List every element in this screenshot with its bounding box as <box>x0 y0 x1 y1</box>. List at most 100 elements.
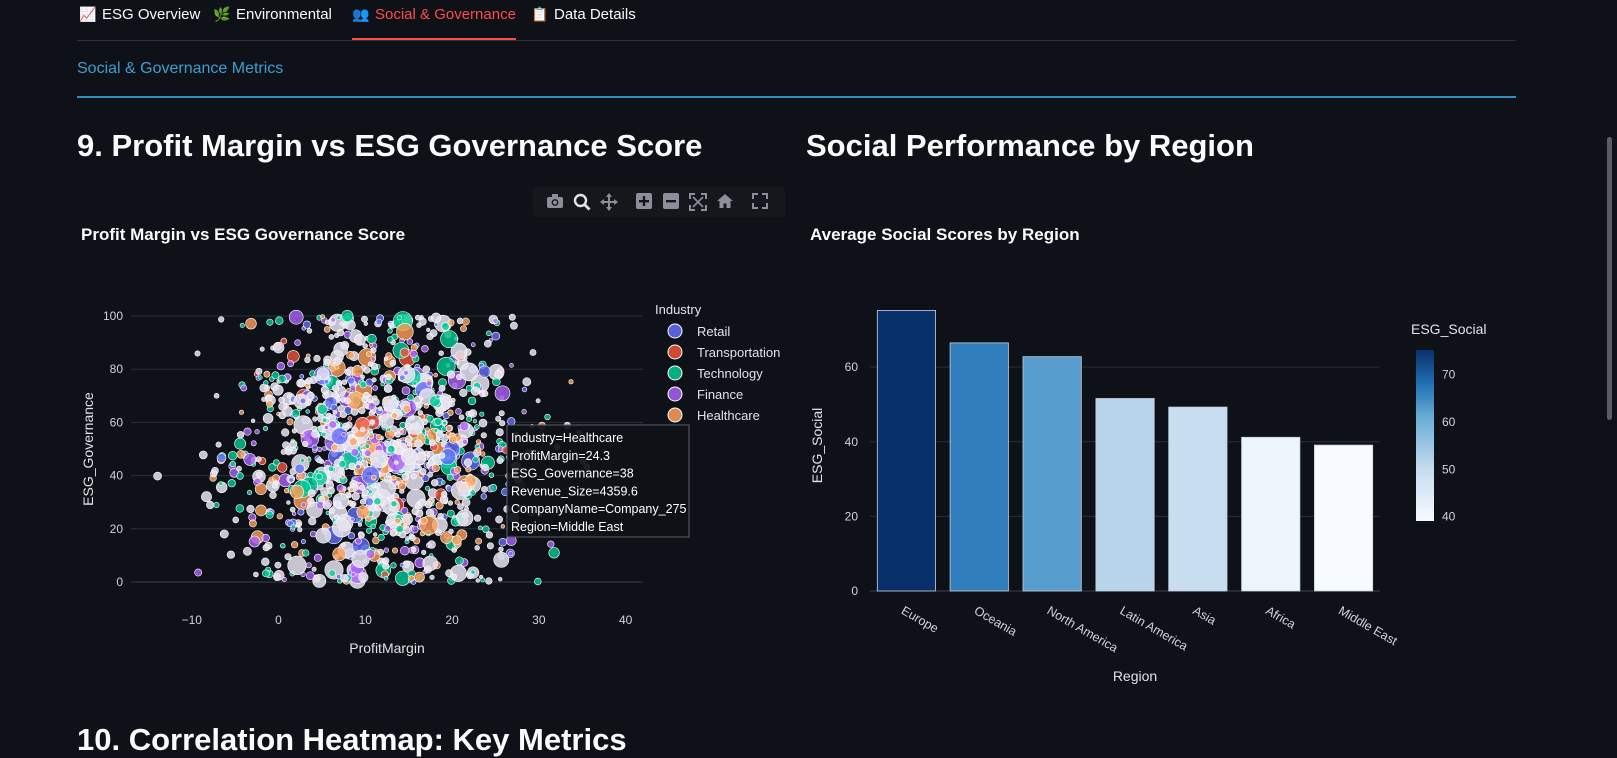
scatter-point <box>498 410 505 417</box>
chart-toolbar <box>533 187 785 217</box>
bar[interactable] <box>1241 436 1301 592</box>
scatter-point <box>394 431 401 438</box>
bar[interactable] <box>876 309 937 592</box>
colorbar-tick-label: 50 <box>1442 462 1456 476</box>
scatter-point <box>425 427 430 433</box>
scatter-point <box>459 388 468 398</box>
scatter-point <box>331 443 339 451</box>
scatter-point <box>262 569 270 578</box>
scatter-point <box>386 336 394 343</box>
scatter-point <box>455 408 462 415</box>
scatter-point <box>442 420 448 426</box>
scatter-point <box>429 574 435 580</box>
scatter-point <box>485 531 494 539</box>
scatter-point <box>383 384 393 393</box>
bar[interactable] <box>949 342 1009 592</box>
camera-icon[interactable] <box>545 193 565 211</box>
pan-icon[interactable] <box>599 193 619 211</box>
scatter-point <box>400 545 410 556</box>
tab-data-details[interactable]: 📋 Data Details <box>531 6 636 40</box>
scatter-point <box>470 342 476 348</box>
scatter-point <box>201 491 212 503</box>
bar[interactable] <box>1314 444 1374 592</box>
scatter-point <box>194 350 201 357</box>
scatter-point <box>336 484 345 492</box>
page-scrollbar[interactable] <box>1607 137 1612 420</box>
bar[interactable] <box>1022 356 1082 592</box>
scatter-point <box>496 457 504 464</box>
scatter-point <box>309 530 317 538</box>
scatter-point <box>534 577 542 586</box>
scatter-point <box>305 562 312 569</box>
scatter-point <box>508 313 516 321</box>
scatter-point <box>508 550 514 557</box>
scatter-point <box>266 318 274 326</box>
scatter-point <box>451 535 462 546</box>
scatter-point <box>383 356 389 361</box>
scatter-point <box>422 365 431 374</box>
scatter-point <box>431 479 439 487</box>
scatter-point <box>372 385 378 391</box>
reset-axes-icon[interactable] <box>715 193 735 211</box>
scatter-point <box>410 343 418 352</box>
scatter-point <box>481 463 489 472</box>
legend-item-label[interactable]: Finance <box>697 387 743 402</box>
y-tick-label: 60 <box>110 415 124 429</box>
scatter-point <box>350 448 360 457</box>
scatter-point <box>419 468 427 476</box>
fullscreen-icon[interactable] <box>750 193 770 211</box>
scatter-point <box>364 449 372 457</box>
scatter-point <box>334 364 340 370</box>
leaf-icon: 🌿 <box>213 6 231 22</box>
scatter-point <box>366 351 372 357</box>
scatter-point <box>327 486 335 495</box>
scatter-point <box>272 341 285 354</box>
scatter-point <box>228 451 238 461</box>
zoom-out-icon[interactable] <box>661 193 681 211</box>
tab-social-governance[interactable]: 👥 Social & Governance <box>352 6 516 40</box>
scatter-point <box>336 328 345 337</box>
scatter-chart[interactable]: 0 20 40 60 80 100 −10 0 10 20 30 40 ProfitMargin ESG_… <box>0 0 800 670</box>
x-tick-label: Oceania <box>972 603 1019 638</box>
legend-item-label[interactable]: Transportation <box>697 345 780 360</box>
legend-item-label[interactable]: Technology <box>697 366 763 381</box>
scatter-point <box>300 539 306 545</box>
tab-environmental[interactable]: 🌿 Environmental <box>213 6 332 40</box>
legend-item-label[interactable]: Healthcare <box>697 408 760 423</box>
scatter-point <box>232 516 239 524</box>
scatter-point <box>258 375 263 380</box>
x-tick-label: 40 <box>619 613 633 627</box>
scatter-point <box>486 542 494 550</box>
scatter-point <box>314 469 320 474</box>
autoscale-icon[interactable] <box>688 193 708 211</box>
section-title-social-performance: Social Performance by Region <box>806 128 1254 163</box>
scatter-point <box>307 489 316 498</box>
scatter-point <box>351 492 360 501</box>
scatter-point <box>507 417 516 426</box>
scatter-point <box>459 362 479 382</box>
zoom-in-icon[interactable] <box>634 193 654 211</box>
scatter-point <box>370 356 376 362</box>
people-icon: 👥 <box>352 6 370 22</box>
scatter-point <box>388 322 394 328</box>
scatter-point <box>341 309 354 322</box>
hover-tooltip <box>506 424 690 538</box>
scatter-point <box>368 489 373 494</box>
scatter-point <box>210 469 218 478</box>
scatter-point <box>478 418 488 428</box>
x-axis-label: Region <box>1113 668 1157 684</box>
scatter-point <box>271 371 280 380</box>
bar[interactable] <box>1168 406 1228 592</box>
scatter-point <box>346 388 351 393</box>
scatter-point <box>480 432 487 439</box>
bar[interactable] <box>1095 398 1155 592</box>
tab-esg-overview[interactable]: 📈 ESG Overview <box>79 6 200 40</box>
scatter-point <box>276 513 283 520</box>
scatter-point <box>370 450 388 468</box>
zoom-icon[interactable] <box>572 193 592 211</box>
scatter-point <box>227 479 236 488</box>
scatter-point <box>234 437 246 450</box>
legend-item-label[interactable]: Retail <box>697 324 730 339</box>
scatter-point <box>448 400 455 408</box>
